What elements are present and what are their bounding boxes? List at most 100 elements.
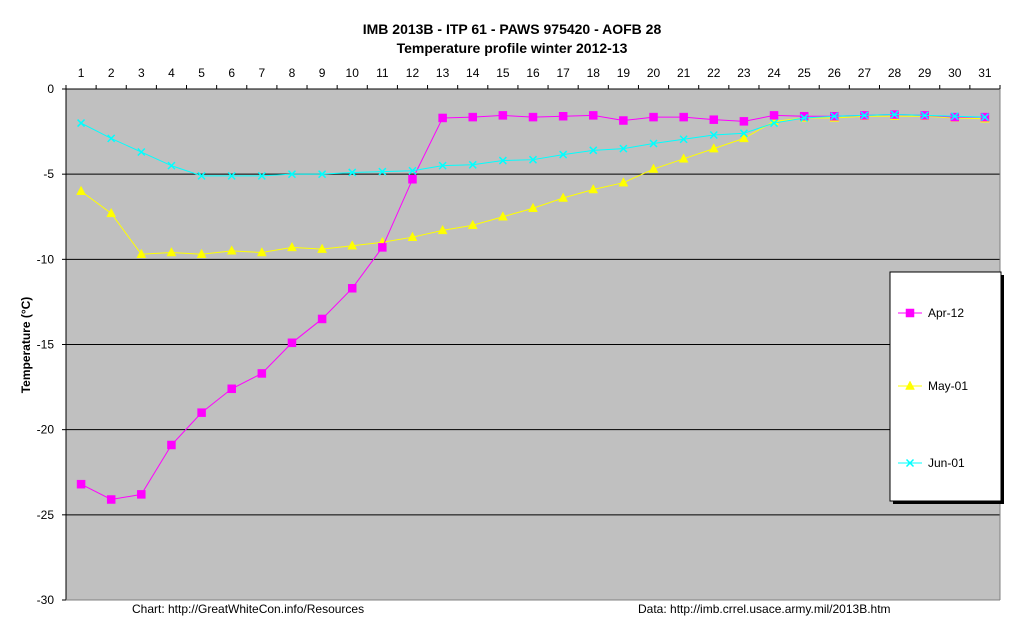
data-point-jun-01-4 [167, 161, 176, 170]
x-tick-label-28: 28 [888, 66, 902, 80]
legend-item-apr-12: Apr-12 [898, 306, 964, 320]
data-point-jun-01-7 [257, 171, 266, 180]
legend: Apr-12 May-01 Jun-01 [889, 271, 1004, 504]
data-point-apr-12-22 [709, 115, 719, 124]
x-tick-label-16: 16 [526, 66, 540, 80]
legend-marker-jun-01 [905, 458, 915, 468]
data-point-apr-12-12 [408, 175, 417, 184]
legend-label-apr-12: Apr-12 [928, 306, 964, 320]
data-point-jun-01-29 [920, 111, 929, 120]
data-point-jun-01-28 [890, 110, 899, 119]
legend-item-may-01: May-01 [898, 379, 968, 393]
x-tick-label-23: 23 [737, 66, 751, 80]
y-tick-label-4: -20 [37, 423, 55, 437]
x-tick-label-30: 30 [948, 66, 962, 80]
data-point-jun-01-9 [318, 170, 327, 179]
data-point-jun-01-14 [468, 160, 477, 169]
data-point-apr-12-3 [137, 490, 146, 499]
legend-marker-apr-12 [905, 308, 915, 318]
y-tick-label-3: -15 [37, 338, 55, 352]
data-point-jun-01-27 [860, 111, 869, 120]
data-point-apr-12-24 [769, 111, 779, 120]
footer-chart-credit: Chart: http://GreatWhiteCon.info/Resourc… [132, 602, 364, 616]
data-point-may-01-6 [226, 245, 237, 255]
x-tick-label-13: 13 [436, 66, 450, 80]
data-point-may-01-10 [347, 240, 358, 250]
data-point-jun-01-12 [408, 166, 417, 175]
data-point-may-01-2 [106, 207, 117, 218]
data-point-may-01-1 [76, 185, 86, 195]
data-point-apr-12-15 [498, 111, 508, 120]
data-point-jun-01-17 [559, 150, 568, 159]
data-point-jun-01-25 [800, 113, 809, 122]
data-point-jun-01-18 [589, 146, 598, 155]
y-tick-label-5: -25 [37, 508, 55, 522]
data-point-may-01-22 [708, 143, 719, 153]
data-point-jun-01-1 [77, 119, 86, 128]
data-point-apr-12-2 [106, 495, 116, 504]
data-point-apr-12-8 [287, 338, 297, 348]
data-point-apr-12-6 [227, 384, 236, 394]
data-point-jun-01-24 [770, 119, 779, 128]
x-tick-label-1: 1 [78, 66, 85, 80]
data-point-jun-01-19 [619, 144, 628, 153]
x-tick-label-3: 3 [138, 66, 145, 80]
data-point-apr-12-21 [679, 112, 688, 122]
data-point-apr-12-20 [649, 112, 658, 122]
data-point-jun-01-22 [709, 130, 718, 140]
legend-label-may-01: May-01 [928, 379, 968, 393]
data-point-apr-12-25 [799, 112, 809, 121]
data-point-may-01-13 [437, 224, 448, 235]
x-tick-label-2: 2 [108, 66, 115, 80]
x-tick-label-29: 29 [918, 66, 932, 80]
chart-title: IMB 2013B - ITP 61 - PAWS 975420 - AOFB … [363, 21, 662, 37]
data-point-apr-12-10 [347, 284, 357, 293]
legend-marker-may-01 [905, 380, 915, 390]
data-point-may-01-20 [648, 163, 659, 173]
data-point-may-01-8 [287, 241, 297, 252]
x-tick-label-10: 10 [346, 66, 360, 80]
x-axis-ticks: 1 2 3 4 5 6 7 8 9 10 11 12 13 14 15 16 17 18 19 20 21 22 23 24 2… [65, 66, 1001, 89]
data-point-may-01-23 [738, 132, 749, 143]
x-tick-label-12: 12 [406, 66, 420, 80]
legend-label-jun-01: Jun-01 [928, 456, 965, 470]
data-point-may-01-16 [528, 202, 538, 212]
x-tick-label-11: 11 [376, 66, 389, 80]
x-tick-label-17: 17 [556, 66, 570, 80]
x-tick-label-19: 19 [617, 66, 631, 80]
x-tick-label-9: 9 [319, 66, 326, 80]
data-point-may-01-7 [256, 246, 267, 257]
x-tick-label-8: 8 [289, 66, 296, 80]
data-point-apr-12-19 [619, 116, 628, 125]
data-point-apr-12-16 [528, 112, 538, 122]
y-tick-label-6: -30 [37, 593, 55, 607]
data-point-may-01-4 [166, 246, 177, 257]
data-point-jun-01-23 [739, 129, 748, 138]
data-point-may-01-12 [407, 231, 418, 241]
x-tick-label-24: 24 [767, 66, 781, 80]
x-tick-label-27: 27 [858, 66, 872, 80]
data-point-may-01-19 [618, 177, 629, 187]
data-point-apr-12-17 [558, 112, 568, 121]
data-point-jun-01-2 [107, 134, 116, 143]
data-point-apr-12-14 [468, 112, 477, 122]
x-tick-label-7: 7 [258, 66, 265, 80]
x-tick-label-22: 22 [707, 66, 721, 80]
data-point-may-01-15 [497, 211, 508, 221]
data-point-apr-12-4 [167, 440, 176, 450]
x-tick-label-5: 5 [198, 66, 205, 80]
data-point-jun-01-16 [528, 155, 538, 164]
series-apr-12 [76, 110, 990, 504]
data-point-may-01-3 [136, 248, 147, 258]
x-tick-label-4: 4 [168, 66, 175, 80]
series-jun-01 [77, 110, 989, 180]
data-point-jun-01-6 [227, 171, 236, 180]
data-point-jun-01-5 [197, 171, 206, 180]
legend-item-jun-01: Jun-01 [898, 456, 965, 470]
chart-subtitle: Temperature profile winter 2012-13 [397, 40, 628, 56]
data-point-jun-01-26 [830, 112, 839, 121]
x-tick-label-21: 21 [677, 66, 691, 80]
data-point-jun-01-11 [378, 167, 387, 176]
y-axis-ticks: 0 -5 -10 -15 -20 -25 -30 [37, 82, 66, 607]
